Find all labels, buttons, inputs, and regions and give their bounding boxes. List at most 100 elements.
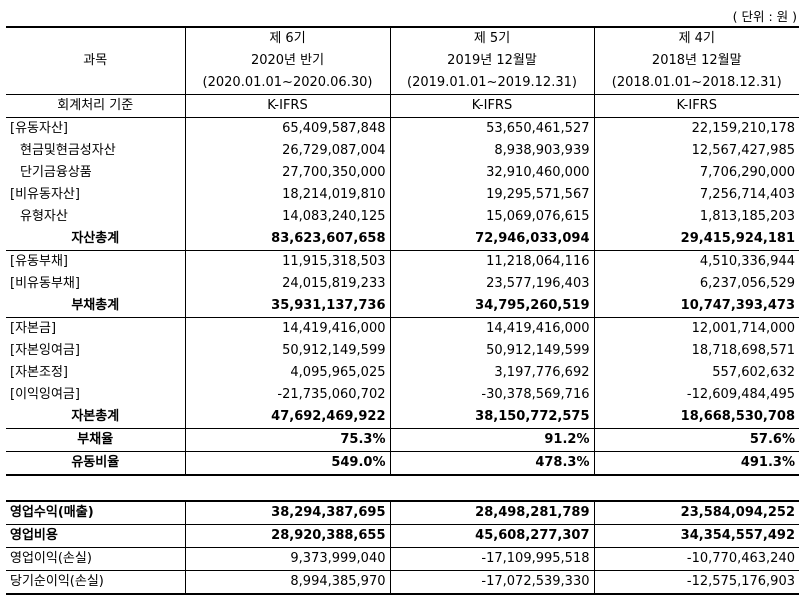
row-value: 65,409,587,848 (184, 117, 391, 140)
row-value: -17,072,539,330 (389, 570, 595, 595)
row-value: 50,912,149,599 (389, 340, 595, 362)
row-label: 부채총계 (6, 295, 186, 318)
financial-summary-table: 과목 제 6기 제 5기 제 4기 2020년 반기 2019년 12월말 20… (6, 26, 799, 595)
table-row: [이익잉여금] -21,735,060,702 -30,378,569,716 … (6, 384, 799, 406)
row-value: -21,735,060,702 (184, 384, 391, 406)
row-value: 14,419,416,000 (389, 317, 595, 340)
row-value: 8,994,385,970 (184, 570, 391, 595)
period-range: (2020.01.01~2020.06.30) (184, 72, 391, 95)
income-row: 영업비용 28,920,388,655 45,608,277,307 34,35… (6, 524, 799, 548)
table-row: [자본조정] 4,095,965,025 3,197,776,692 557,6… (6, 362, 799, 384)
row-value: 11,915,318,503 (184, 250, 391, 273)
period-term: 제 6기 (184, 26, 391, 50)
row-value: 91.2% (389, 428, 595, 452)
spacer-row (6, 475, 799, 501)
row-value: 7,256,714,403 (593, 184, 799, 206)
row-label: 영업비용 (6, 524, 186, 548)
row-label: [유동부채] (6, 250, 186, 273)
row-label: 자본총계 (6, 406, 186, 429)
standard-value: K-IFRS (593, 94, 799, 118)
row-value: 50,912,149,599 (184, 340, 391, 362)
row-value: 4,510,336,944 (593, 250, 799, 273)
income-row: 영업수익(매출) 38,294,387,695 28,498,281,789 2… (6, 500, 799, 525)
row-label: [자본금] (6, 317, 186, 340)
row-value: 34,795,260,519 (389, 295, 595, 318)
row-value: -12,609,484,495 (593, 384, 799, 406)
row-value: 26,729,087,004 (184, 140, 391, 162)
row-label: 영업수익(매출) (6, 500, 186, 525)
table-row: [비유동부채] 24,015,819,233 23,577,196,403 6,… (6, 273, 799, 295)
row-value: -30,378,569,716 (389, 384, 595, 406)
period-date: 2020년 반기 (184, 50, 391, 72)
row-value: 491.3% (593, 451, 799, 476)
row-value: -17,109,995,518 (389, 547, 595, 571)
row-value: 18,718,698,571 (593, 340, 799, 362)
row-label: 유동비율 (6, 451, 186, 476)
row-value: 28,498,281,789 (389, 500, 595, 525)
row-value: 75.3% (184, 428, 391, 452)
row-value: 57.6% (593, 428, 799, 452)
row-value: 4,095,965,025 (184, 362, 391, 384)
table-row: [비유동자산] 18,214,019,810 19,295,571,567 7,… (6, 184, 799, 206)
income-row: 당기순이익(손실) 8,994,385,970 -17,072,539,330 … (6, 570, 799, 595)
row-label: [자본조정] (6, 362, 186, 384)
row-value: 14,419,416,000 (184, 317, 391, 340)
income-row: 영업이익(손실) 9,373,999,040 -17,109,995,518 -… (6, 547, 799, 571)
table-row: 단기금융상품 27,700,350,000 32,910,460,000 7,7… (6, 162, 799, 184)
total-row: 부채총계 35,931,137,736 34,795,260,519 10,74… (6, 295, 799, 318)
row-label: 유형자산 (6, 206, 186, 228)
row-value: 1,813,185,203 (593, 206, 799, 228)
row-value: 35,931,137,736 (184, 295, 391, 318)
standard-label: 회계처리 기준 (6, 94, 186, 118)
standard-value: K-IFRS (389, 94, 595, 118)
row-value: 29,415,924,181 (593, 228, 799, 251)
row-value: -12,575,176,903 (593, 570, 799, 595)
header-row-term: 과목 제 6기 제 5기 제 4기 (6, 26, 799, 95)
row-value: 12,001,714,000 (593, 317, 799, 340)
total-row: 자본총계 47,692,469,922 38,150,772,575 18,66… (6, 406, 799, 429)
row-label: [비유동부채] (6, 273, 186, 295)
row-label: [유동자산] (6, 117, 186, 140)
row-value: 22,159,210,178 (593, 117, 799, 140)
row-value: 6,237,056,529 (593, 273, 799, 295)
row-label: 부채율 (6, 428, 186, 452)
unit-label: ( 단위 : 원 ) (732, 9, 797, 24)
row-value: 23,584,094,252 (593, 500, 799, 525)
ratio-row: 유동비율 549.0% 478.3% 491.3% (6, 451, 799, 476)
row-value: 10,747,393,473 (593, 295, 799, 318)
row-label: [비유동자산] (6, 184, 186, 206)
row-value: 53,650,461,527 (389, 117, 595, 140)
row-value: 47,692,469,922 (184, 406, 391, 429)
period-term: 제 4기 (593, 26, 799, 50)
row-label: 영업이익(손실) (6, 547, 186, 571)
standard-row: 회계처리 기준 K-IFRS K-IFRS K-IFRS (6, 94, 799, 118)
row-value: 8,938,903,939 (389, 140, 595, 162)
period-term: 제 5기 (389, 26, 595, 50)
row-value: 12,567,427,985 (593, 140, 799, 162)
row-label: 현금및현금성자산 (6, 140, 186, 162)
period-range: (2018.01.01~2018.12.31) (593, 72, 799, 95)
row-value: 24,015,819,233 (184, 273, 391, 295)
standard-value: K-IFRS (184, 94, 391, 118)
subject-header: 과목 (6, 26, 186, 95)
row-value: 14,083,240,125 (184, 206, 391, 228)
row-value: 3,197,776,692 (389, 362, 595, 384)
table-row: [자본잉여금] 50,912,149,599 50,912,149,599 18… (6, 340, 799, 362)
total-row: 자산총계 83,623,607,658 72,946,033,094 29,41… (6, 228, 799, 251)
ratio-row: 부채율 75.3% 91.2% 57.6% (6, 428, 799, 452)
row-value: 557,602,632 (593, 362, 799, 384)
row-value: 28,920,388,655 (184, 524, 391, 548)
row-value: 15,069,076,615 (389, 206, 595, 228)
row-value: 34,354,557,492 (593, 524, 799, 548)
row-value: 18,668,530,708 (593, 406, 799, 429)
row-value: 32,910,460,000 (389, 162, 595, 184)
row-label: 자산총계 (6, 228, 186, 251)
row-value: 478.3% (389, 451, 595, 476)
row-value: 7,706,290,000 (593, 162, 799, 184)
period-date: 2019년 12월말 (389, 50, 595, 72)
period-range: (2019.01.01~2019.12.31) (389, 72, 595, 95)
table-row: 현금및현금성자산 26,729,087,004 8,938,903,939 12… (6, 140, 799, 162)
row-label: [자본잉여금] (6, 340, 186, 362)
table-row: 유형자산 14,083,240,125 15,069,076,615 1,813… (6, 206, 799, 228)
period-date: 2018년 12월말 (593, 50, 799, 72)
